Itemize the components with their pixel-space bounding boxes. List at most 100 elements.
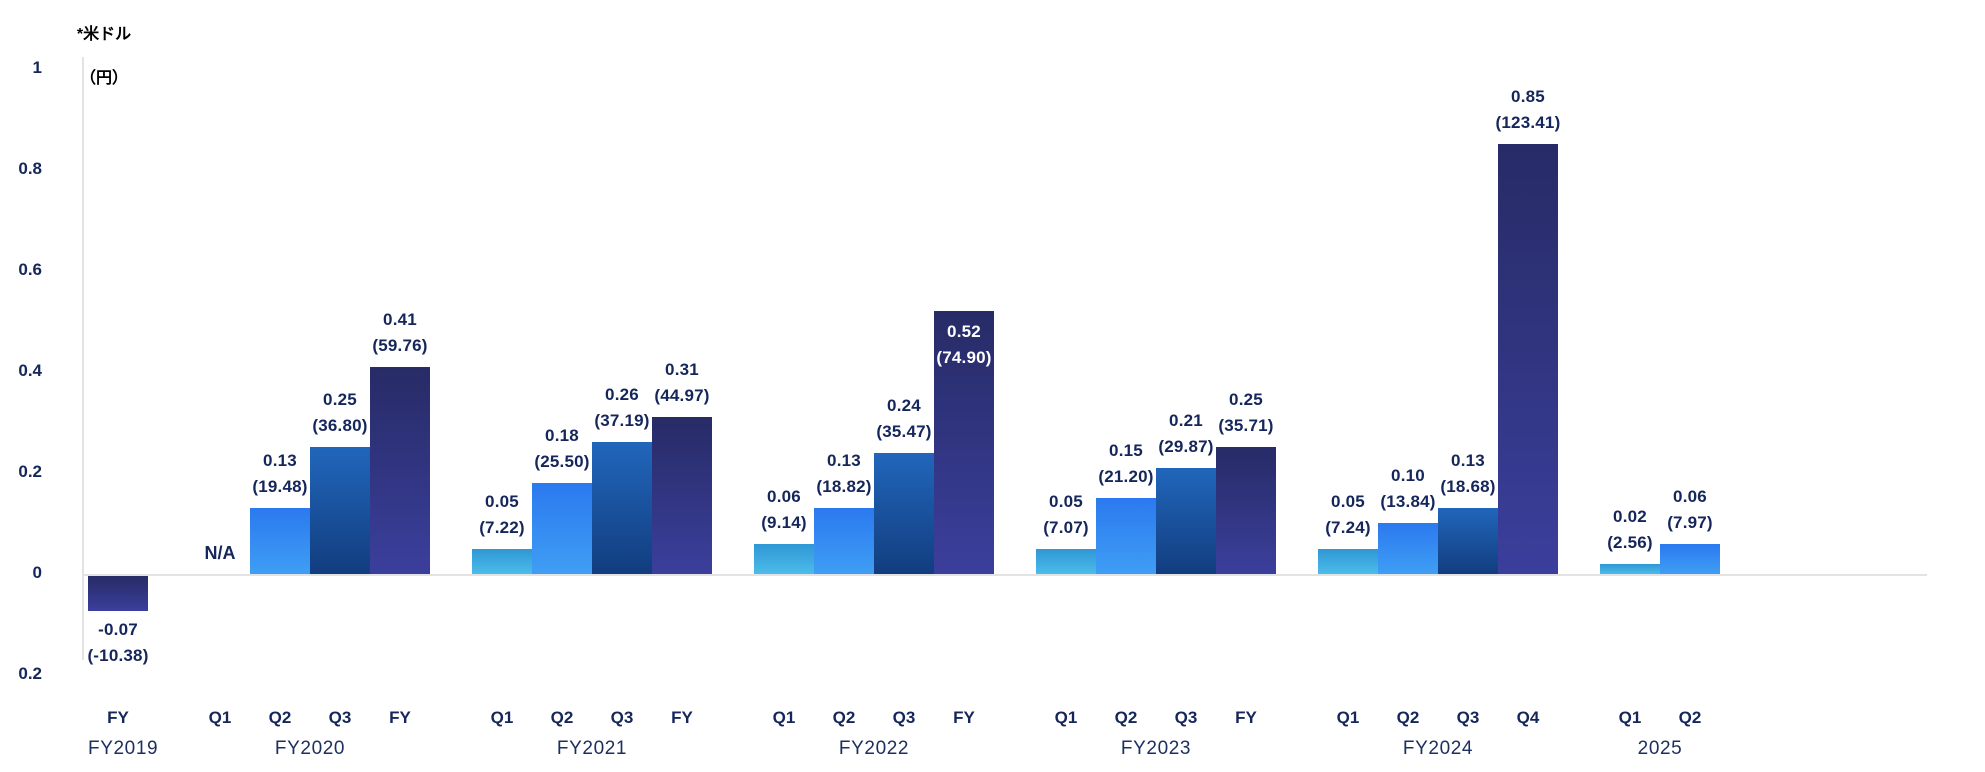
bar-FY2020-FY <box>370 367 430 574</box>
usd-value: 0.05 <box>485 492 519 511</box>
quarter-tick-label: Q2 <box>1678 708 1702 727</box>
year-label: FY2019 <box>88 738 159 759</box>
usd-value: 0.15 <box>1109 441 1143 460</box>
bar-value-label: 0.41 (59.76) <box>325 307 475 359</box>
quarter-tick-label: Q2 <box>832 708 856 727</box>
usd-value: 0.85 <box>1511 87 1545 106</box>
quarter-tick-label: Q4 <box>1516 708 1540 727</box>
year-label: FY2024 <box>1402 738 1474 759</box>
bar-FY2023-Q2 <box>1096 498 1156 574</box>
quarter-tick-label: FY <box>389 708 411 727</box>
y-axis-title-line1: *米ドル <box>76 26 132 43</box>
usd-value: 0.06 <box>1673 487 1707 506</box>
bar-value-label: 0.15 (21.20) <box>1051 438 1201 490</box>
bar-FY2021-Q3 <box>592 442 652 574</box>
quarter-tick-label: Q1 <box>490 708 514 727</box>
yen-value: (36.80) <box>312 416 368 435</box>
yen-value: (123.41) <box>1495 113 1561 132</box>
y-tick-label: 0.2 <box>18 462 42 481</box>
bar-value-label: 0.21 (29.87) <box>1111 408 1261 460</box>
yen-value: (-10.38) <box>87 646 149 665</box>
y-tick-label: 0.8 <box>18 159 42 178</box>
quarter-tick-label: Q1 <box>1618 708 1642 727</box>
y-tick-label: 0 <box>32 563 42 582</box>
bar-FY2024-Q4 <box>1498 144 1558 574</box>
bar-value-label: 0.25 (35.71) <box>1171 387 1321 439</box>
quarter-tick-label: Q3 <box>1174 708 1198 727</box>
quarter-tick-label: FY <box>1235 708 1257 727</box>
quarter-tick-label: Q3 <box>892 708 916 727</box>
bar-value-label: 0.13 (18.68) <box>1393 448 1543 500</box>
yen-value: (2.56) <box>1607 533 1653 552</box>
year-label: FY2023 <box>1120 738 1192 759</box>
usd-value: 0.24 <box>887 396 921 415</box>
usd-value: 0.31 <box>665 360 699 379</box>
yen-value: (25.50) <box>534 452 590 471</box>
y-tick-label: 1 <box>32 58 42 77</box>
usd-value: 0.26 <box>605 385 639 404</box>
usd-value: 0.05 <box>1331 492 1365 511</box>
yen-value: (19.48) <box>252 477 308 496</box>
usd-value: 0.13 <box>827 451 861 470</box>
quarter-tick-label: Q3 <box>1456 708 1480 727</box>
yen-value: (13.84) <box>1380 492 1436 511</box>
bar-2025-Q1 <box>1600 564 1660 574</box>
bar-FY2021-Q1 <box>472 549 532 574</box>
yen-value: (35.71) <box>1218 416 1274 435</box>
bar-value-label: 0.13 (19.48) <box>205 448 355 500</box>
yen-value: (18.82) <box>816 477 872 496</box>
bar-FY2022-Q3 <box>874 453 934 574</box>
year-label: 2025 <box>1637 738 1683 759</box>
x-axis-baseline <box>82 574 1927 576</box>
bar-value-label: 0.18 (25.50) <box>487 423 637 475</box>
y-tick-label: 0.4 <box>18 361 42 380</box>
bar-FY2019-FY <box>88 576 148 611</box>
bar-value-label: 0.06 (7.97) <box>1615 484 1765 536</box>
bar-value-label: 0.10 (13.84) <box>1333 463 1483 515</box>
usd-value: -0.07 <box>98 620 138 639</box>
bar-value-label: -0.07 (-10.38) <box>43 617 193 669</box>
bar-FY2023-Q1 <box>1036 549 1096 574</box>
bar-value-label: 0.05 (7.24) <box>1273 489 1423 541</box>
bar-FY2024-Q1 <box>1318 549 1378 574</box>
yen-value: (74.90) <box>936 348 992 367</box>
quarter-tick-label: Q1 <box>1336 708 1360 727</box>
bar-value-label: 0.24 (35.47) <box>829 393 979 445</box>
year-label: FY2021 <box>556 738 628 759</box>
yen-value: (29.87) <box>1158 437 1214 456</box>
bar-FY2022-FY <box>934 311 994 574</box>
quarter-tick-label: FY <box>953 708 975 727</box>
quarter-tick-label: Q2 <box>268 708 292 727</box>
bar-value-label: 0.06 (9.14) <box>709 484 859 536</box>
quarter-tick-label: FY <box>671 708 693 727</box>
usd-value: 0.13 <box>1451 451 1485 470</box>
bar-FY2023-FY <box>1216 447 1276 574</box>
quarter-tick-label: Q2 <box>550 708 574 727</box>
usd-value: 0.18 <box>545 426 579 445</box>
yen-value: (35.47) <box>876 422 932 441</box>
y-axis-title-line2: （円） <box>79 70 128 87</box>
yen-value: (37.19) <box>594 411 650 430</box>
usd-value: 0.21 <box>1169 411 1203 430</box>
bar-FY2020-Q3 <box>310 447 370 574</box>
yen-value: (18.68) <box>1440 477 1496 496</box>
bar-value-label: 0.52 (74.90) <box>889 319 1039 371</box>
usd-value: 0.06 <box>767 487 801 506</box>
quarter-tick-label: Q2 <box>1114 708 1138 727</box>
yen-value: (59.76) <box>372 336 428 355</box>
y-axis-title: *米ドル （円） <box>56 2 152 112</box>
yen-value: (21.20) <box>1098 467 1154 486</box>
bar-FY2022-Q2 <box>814 508 874 574</box>
bar-FY2024-Q2 <box>1378 523 1438 574</box>
yen-value: (9.14) <box>761 513 807 532</box>
usd-value: 0.02 <box>1613 507 1647 526</box>
bar-FY2023-Q3 <box>1156 468 1216 574</box>
quarter-tick-label: Q1 <box>1054 708 1078 727</box>
bar-value-label: 0.25 (36.80) <box>265 387 415 439</box>
bar-FY2024-Q3 <box>1438 508 1498 574</box>
usd-value: 0.13 <box>263 451 297 470</box>
bar-value-label: 0.13 (18.82) <box>769 448 919 500</box>
bar-value-label: 0.85 (123.41) <box>1453 84 1603 136</box>
yen-value: (7.22) <box>479 518 525 537</box>
usd-value: 0.41 <box>383 310 417 329</box>
